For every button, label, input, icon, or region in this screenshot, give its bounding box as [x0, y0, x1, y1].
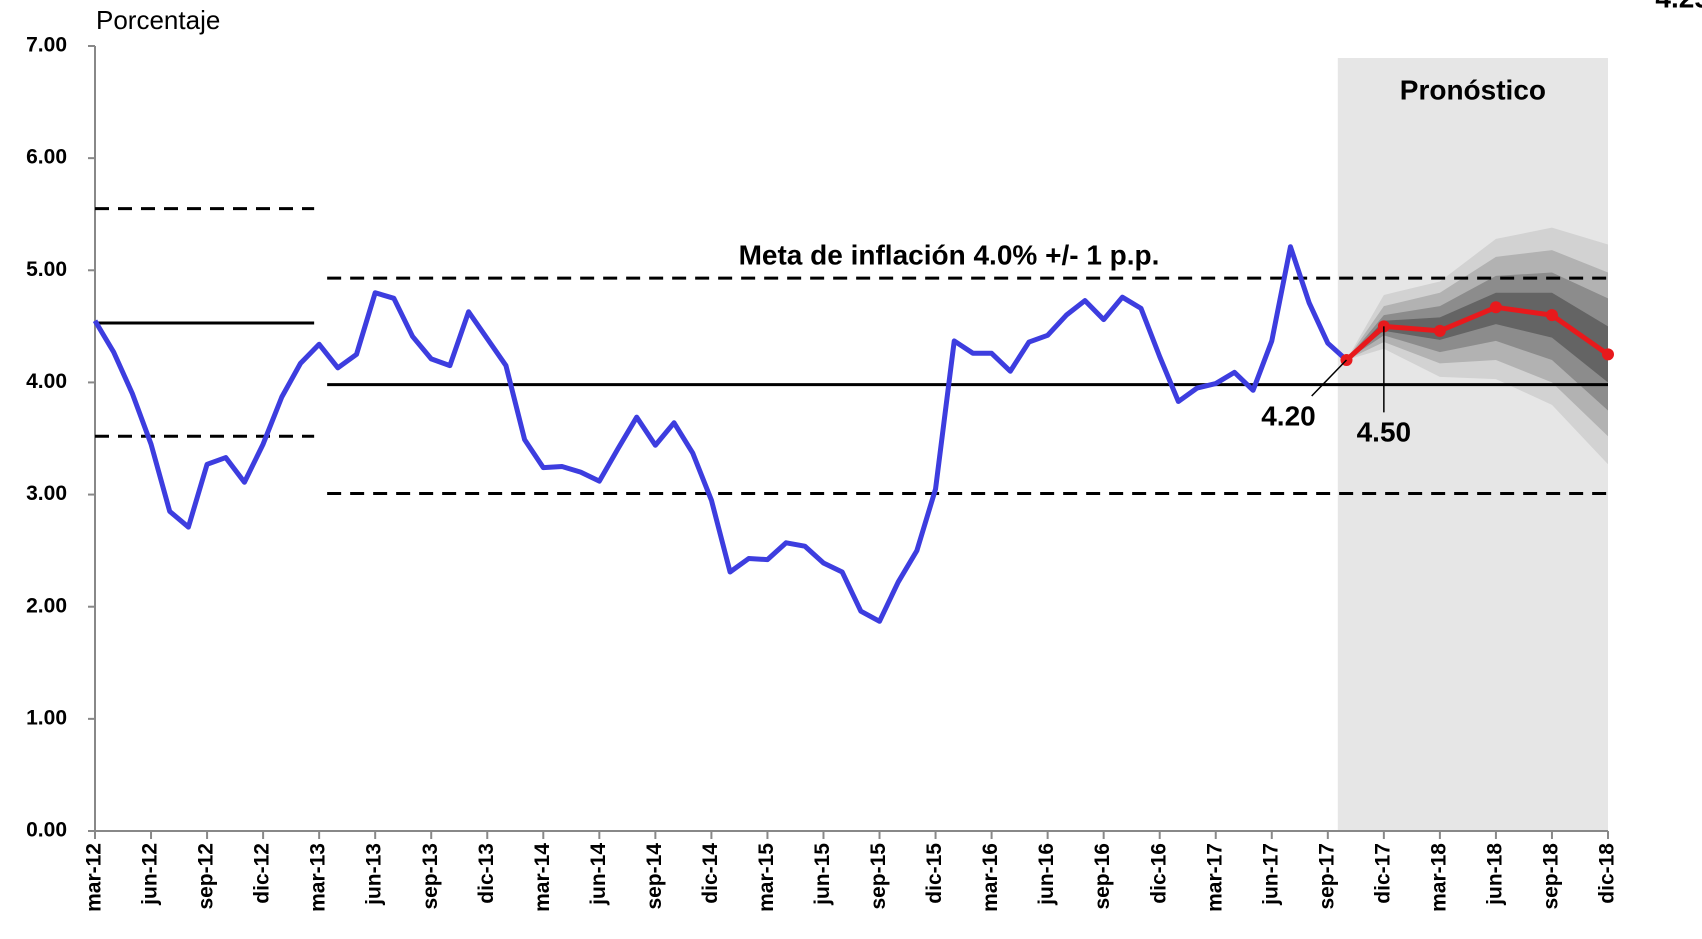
y-tick-label: 3.00	[26, 482, 67, 505]
x-tick-label: sep-18	[1540, 843, 1563, 910]
y-tick-label: 0.00	[26, 819, 67, 842]
y-tick-label: 4.00	[26, 370, 67, 393]
y-tick-label: 6.00	[26, 146, 67, 169]
x-tick-label: sep-14	[643, 843, 666, 910]
y-tick-label: 5.00	[26, 258, 67, 281]
point-marker	[1602, 348, 1614, 361]
series-line	[1344, 304, 1610, 362]
y-tick-label: 7.00	[26, 34, 67, 57]
x-tick-label: jun-15	[811, 843, 834, 906]
point-marker	[1433, 324, 1446, 337]
y-axis-label: Porcentaje	[96, 5, 220, 35]
forecast-label: Pronóstico	[1400, 74, 1546, 105]
x-tick-label: mar-14	[531, 843, 554, 912]
x-tick-label: dic-14	[699, 843, 722, 904]
x-tick-label: jun-12	[139, 843, 162, 906]
x-tick-label: sep-15	[867, 843, 890, 910]
x-tick-label: dic-13	[475, 843, 498, 904]
target-annotation: Meta de inflación 4.0% +/- 1 p.p.	[739, 239, 1160, 270]
x-tick-label: mar-18	[1427, 843, 1450, 912]
forecast-region	[1337, 58, 1608, 831]
point-marker	[1545, 309, 1558, 322]
x-tick-label: jun-16	[1035, 843, 1058, 906]
x-tick-label: jun-17	[1259, 843, 1282, 906]
x-tick-label: dic-12	[251, 843, 274, 904]
x-tick-label: dic-16	[1147, 843, 1170, 904]
series-line	[92, 244, 1349, 624]
data-label: 4.20	[1261, 400, 1316, 431]
x-tick-label: jun-18	[1483, 843, 1506, 906]
x-tick-label: jun-13	[363, 843, 386, 906]
x-tick-label: dic-15	[923, 843, 946, 904]
x-tick-label: dic-18	[1596, 843, 1619, 904]
x-tick-label: mar-16	[979, 843, 1002, 912]
x-tick-label: mar-17	[1203, 843, 1226, 912]
x-tick-label: jun-14	[587, 843, 610, 906]
x-tick-label: mar-12	[83, 843, 106, 912]
point-marker	[1489, 301, 1502, 314]
y-tick-label: 2.00	[26, 594, 67, 617]
data-label: 4.25	[1655, 0, 1702, 13]
x-tick-label: mar-13	[307, 843, 330, 912]
x-tick-label: dic-17	[1371, 843, 1394, 904]
x-tick-label: sep-17	[1315, 843, 1338, 910]
label-leader	[1311, 359, 1348, 397]
x-tick-label: mar-15	[755, 843, 778, 912]
x-tick-label: sep-16	[1091, 843, 1114, 910]
data-label: 4.50	[1357, 417, 1412, 448]
x-tick-label: sep-12	[195, 843, 218, 910]
x-tick-label: sep-13	[419, 843, 442, 910]
y-tick-label: 1.00	[26, 706, 67, 729]
